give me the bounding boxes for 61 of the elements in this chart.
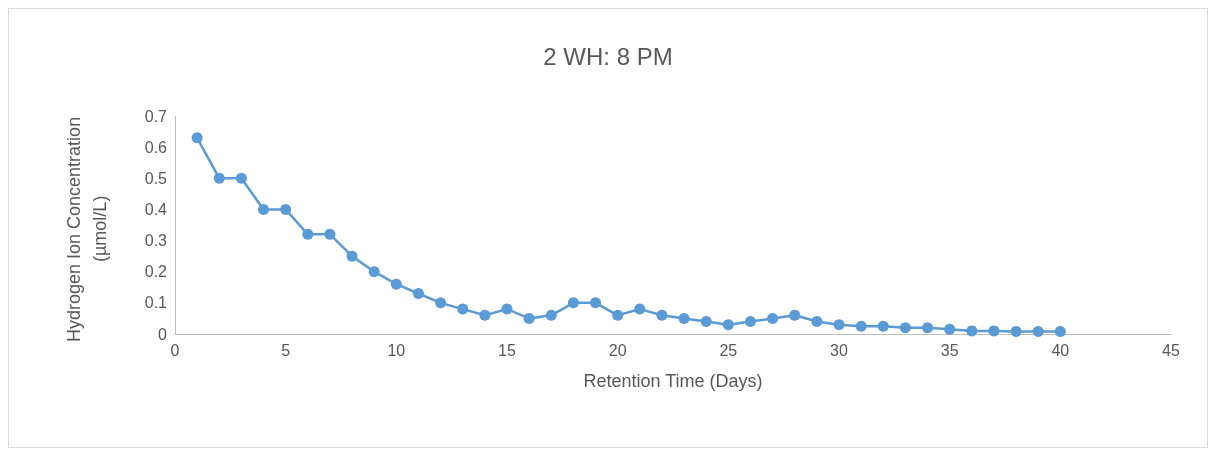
- point: [877, 320, 889, 332]
- point: [213, 172, 225, 184]
- x-tick-label: 30: [830, 341, 848, 359]
- point: [922, 322, 934, 334]
- y-tick-label: 0.1: [144, 294, 168, 312]
- point: [789, 309, 801, 321]
- point: [501, 303, 513, 315]
- y-tick-label: 0.6: [144, 138, 168, 156]
- point: [545, 309, 557, 321]
- point: [811, 316, 823, 328]
- point: [744, 316, 756, 328]
- point: [612, 309, 624, 321]
- point: [368, 266, 380, 278]
- x-tick-label: 20: [608, 341, 627, 359]
- x-tick-label: 35: [940, 341, 959, 359]
- point: [324, 228, 336, 240]
- point: [944, 323, 956, 335]
- point: [1010, 326, 1022, 338]
- x-tick-label: 45: [1162, 341, 1180, 359]
- x-tick-label: 15: [498, 341, 516, 359]
- point: [1032, 326, 1044, 338]
- point: [678, 312, 690, 324]
- x-tick-label: 40: [1051, 341, 1070, 359]
- point: [590, 297, 602, 309]
- point: [988, 325, 1000, 337]
- y-tick-label: 0.7: [144, 107, 168, 125]
- y-tick-label: 0.3: [144, 232, 168, 250]
- x-tick-label: 0: [170, 341, 180, 359]
- point: [435, 297, 447, 309]
- chart-title: 2 WH: 8 PM: [543, 42, 673, 70]
- point: [767, 312, 779, 324]
- x-axis-title: Retention Time (Days): [583, 371, 763, 391]
- point: [191, 132, 203, 144]
- point: [457, 303, 469, 315]
- y-tick-label: 0: [158, 325, 168, 343]
- point: [966, 325, 978, 337]
- x-tick-label: 25: [719, 341, 738, 359]
- point: [656, 309, 668, 321]
- point: [479, 309, 491, 321]
- point: [1054, 326, 1066, 338]
- point: [700, 316, 712, 328]
- x-tick-label: 10: [387, 341, 406, 359]
- point: [899, 322, 911, 334]
- y-tick-label: 0.5: [144, 169, 168, 187]
- point: [412, 288, 424, 300]
- point: [258, 203, 270, 215]
- y-axis-title: Hydrogen Ion Concentration (µmol/L): [63, 116, 111, 342]
- point: [280, 203, 292, 215]
- point: [634, 303, 646, 315]
- point: [390, 278, 402, 290]
- point: [302, 228, 314, 240]
- point: [523, 312, 535, 324]
- point: [235, 172, 247, 184]
- y-tick-label: 0.2: [144, 263, 168, 281]
- point: [833, 319, 845, 331]
- point: [722, 319, 734, 331]
- point: [855, 320, 867, 332]
- y-tick-label: 0.4: [144, 200, 168, 218]
- point: [567, 297, 579, 309]
- point: [346, 250, 358, 262]
- x-tick-label: 5: [281, 341, 291, 359]
